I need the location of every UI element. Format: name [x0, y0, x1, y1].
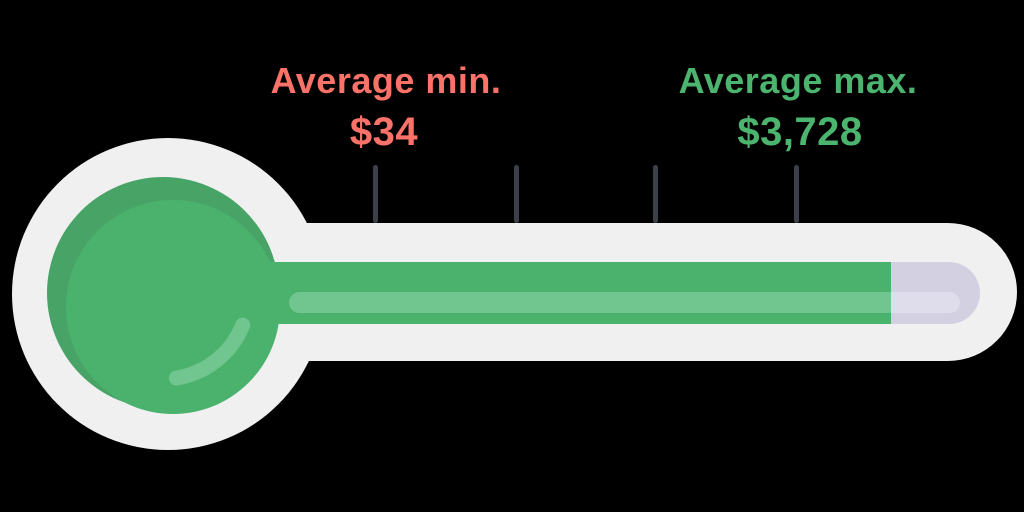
bulb-shine-icon	[168, 317, 251, 386]
tick-mark	[652, 165, 658, 223]
average-min-value: $34	[349, 110, 419, 154]
tick-mark	[372, 165, 378, 223]
tick-mark	[793, 165, 799, 223]
average-min-label: Average min.	[270, 60, 502, 101]
average-max-label: Average max.	[678, 60, 918, 101]
average-max-value: $3,728	[737, 110, 863, 154]
tick-mark	[513, 165, 519, 223]
fill-highlight	[289, 292, 891, 313]
